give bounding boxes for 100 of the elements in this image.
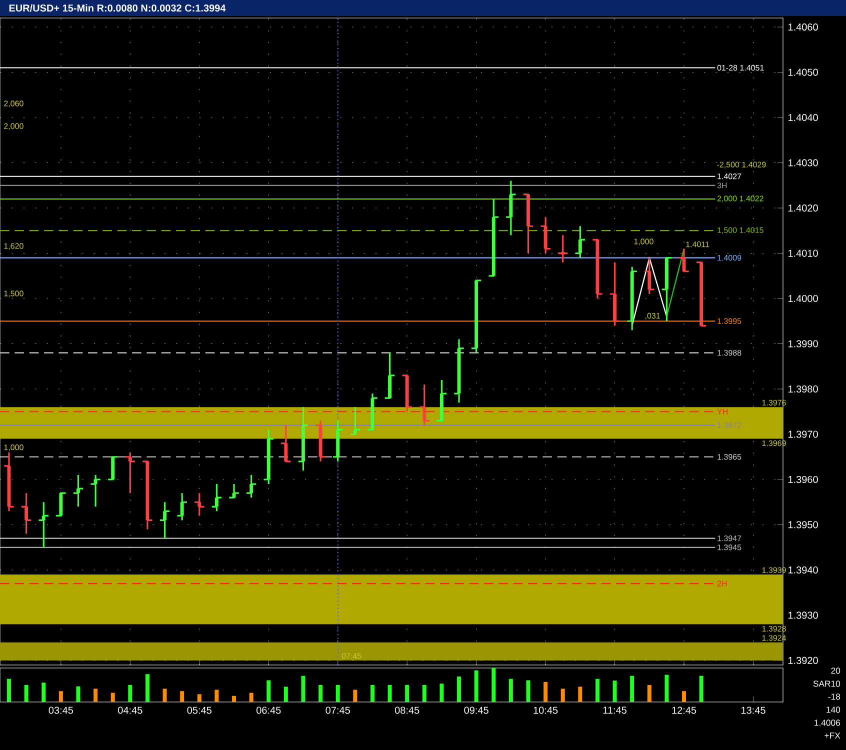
candlestick: [314, 420, 326, 462]
bar: [560, 688, 565, 702]
x-tick-label: 07:45: [326, 706, 350, 714]
bar: [180, 691, 184, 702]
y-tick-label: 1.3960: [788, 476, 818, 484]
candlestick: [453, 338, 465, 404]
candlestick: [488, 198, 500, 277]
bar: [336, 685, 340, 702]
y-tick-label: 1.3970: [788, 430, 818, 438]
bar: [647, 685, 652, 702]
bar: [630, 676, 634, 702]
bar: [232, 696, 236, 702]
bar: [578, 686, 582, 702]
bar: [24, 685, 28, 702]
bar: [214, 690, 219, 702]
bar: [682, 691, 686, 702]
bar: [301, 676, 306, 702]
bar: [440, 684, 444, 702]
candlestick: [72, 474, 84, 508]
candlestick: [418, 384, 430, 426]
candlestick: [350, 406, 361, 436]
candlestick: [3, 452, 15, 512]
x-tick-label: 10:45: [534, 706, 558, 714]
y-tick-label: 1.3940: [788, 566, 818, 574]
annotation: 1,500: [4, 290, 24, 298]
candlestick: [436, 379, 448, 422]
bar: [508, 678, 513, 702]
bar: [544, 682, 548, 702]
candlestick: [522, 194, 534, 254]
candlestick: [661, 256, 672, 322]
candlestick: [55, 492, 67, 516]
candlestick: [280, 424, 292, 462]
x-tick-label: 09:45: [464, 706, 488, 714]
x-tick-label: 08:45: [394, 706, 420, 714]
x-tick-label: 03:45: [48, 706, 74, 714]
candlestick: [194, 492, 206, 516]
text: +FX: [824, 732, 840, 739]
annotation: 1,620: [4, 243, 24, 250]
x-tick-label: 05:45: [187, 706, 212, 714]
candlestick: [332, 420, 344, 462]
text: 20: [831, 668, 840, 674]
bar: [664, 674, 669, 702]
annotation: 1.4011: [686, 241, 710, 248]
bar: [492, 668, 496, 702]
candlestick: [592, 238, 604, 300]
x-tick-label: 06:45: [256, 706, 281, 714]
candlestick: [159, 501, 170, 540]
bar: [266, 680, 271, 702]
y-tick-label: 1.4060: [788, 24, 818, 31]
bar: [162, 688, 167, 702]
text: 1.4006: [814, 720, 840, 726]
y-tick-label: 1.4000: [788, 294, 818, 302]
bar: [7, 678, 11, 702]
y-tick-label: 1.4020: [788, 204, 818, 212]
ref-line-label: 1.3972: [718, 422, 742, 428]
ref-line-label: 1.4009: [718, 254, 742, 261]
bar: [595, 678, 600, 702]
bar: [370, 685, 374, 702]
ref-line-label: 2,000 1.4022: [717, 196, 764, 202]
y-tick-label: 1.3920: [788, 656, 818, 664]
bar: [699, 676, 704, 702]
ref-line-label: 01-28 1.4051: [717, 64, 764, 71]
text: -18: [828, 694, 840, 700]
candlestick: [298, 406, 309, 472]
bar: [76, 686, 80, 702]
candlestick: [90, 474, 102, 508]
y-tick-label: 1.4010: [788, 250, 818, 257]
annotation: 2,060: [4, 100, 24, 108]
candlestick: [142, 460, 154, 530]
candlestick: [384, 352, 396, 399]
bar: [110, 692, 115, 702]
candlestick: [540, 216, 552, 254]
ref-line-label: 3H: [717, 182, 727, 188]
ref-line-label: 1.3947: [718, 535, 742, 542]
ref-line-label: 2H: [717, 580, 727, 586]
candlestick: [557, 234, 568, 264]
bar: [128, 685, 132, 702]
y-tick-label: 1.3980: [788, 385, 818, 393]
annotation: 2,000: [4, 123, 24, 130]
bar: [353, 690, 358, 702]
bar: [42, 682, 46, 702]
candlestick: [505, 180, 517, 236]
ref-line-label: 1.3995: [718, 318, 742, 324]
x-tick-label: 12:45: [672, 706, 696, 714]
ref-line-label: 1.4027: [718, 174, 742, 180]
y-tick-label: 1.3990: [788, 340, 818, 348]
candlestick: [626, 266, 638, 331]
bar: [58, 691, 63, 702]
annotation: 1,000: [4, 444, 24, 452]
candlestick: [262, 428, 274, 485]
x-tick-label: 13:45: [741, 706, 766, 714]
ref-line-label: 1.3988: [718, 350, 742, 356]
chart-title: EUR/USD+ 15-Min R:0.0080 N:0.0032 C:1.3994: [9, 4, 226, 12]
bar: [94, 688, 98, 702]
ref-line-label: 1,500 1.4015: [718, 227, 764, 234]
bar: [318, 685, 323, 702]
text: 140: [826, 706, 840, 713]
y-tick-label: 1.4040: [788, 114, 818, 122]
annotation: -2,500 1.4029: [717, 162, 766, 168]
bar: [474, 670, 478, 702]
